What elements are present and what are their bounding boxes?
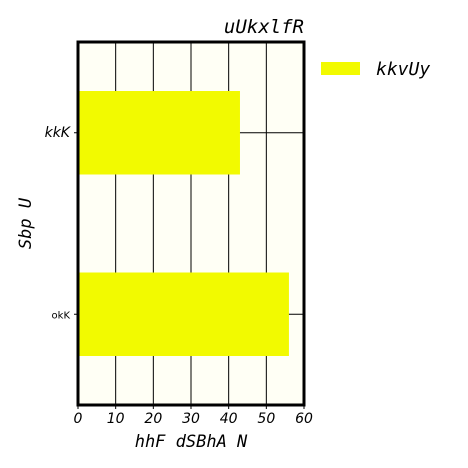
x-tick-label: 10	[107, 411, 125, 427]
legend-swatch	[321, 62, 360, 75]
x-axis-label: hhF dSBhA N	[135, 432, 248, 452]
x-tick-label: 50	[257, 411, 275, 427]
y-tick-label: kkK	[45, 125, 72, 141]
x-tick-label: 40	[220, 411, 238, 427]
x-tick-label: 60	[295, 411, 313, 427]
bar	[78, 272, 289, 356]
x-tick-label: 0	[74, 411, 83, 427]
bars	[78, 91, 289, 356]
x-tick-label: 20	[144, 411, 162, 427]
y-ticks: kkK okK	[45, 125, 78, 321]
legend-label: kkvUy	[376, 59, 430, 80]
x-tick-label: 30	[182, 411, 200, 427]
legend: kkvUy	[321, 59, 430, 80]
y-axis-label: Sbp U	[16, 197, 36, 249]
x-ticks: 0 10 20 30 40 50 60	[74, 405, 313, 427]
y-tick-label: okK	[52, 310, 71, 321]
bar	[78, 91, 240, 175]
chart-title: uUkxlfR	[224, 16, 304, 38]
